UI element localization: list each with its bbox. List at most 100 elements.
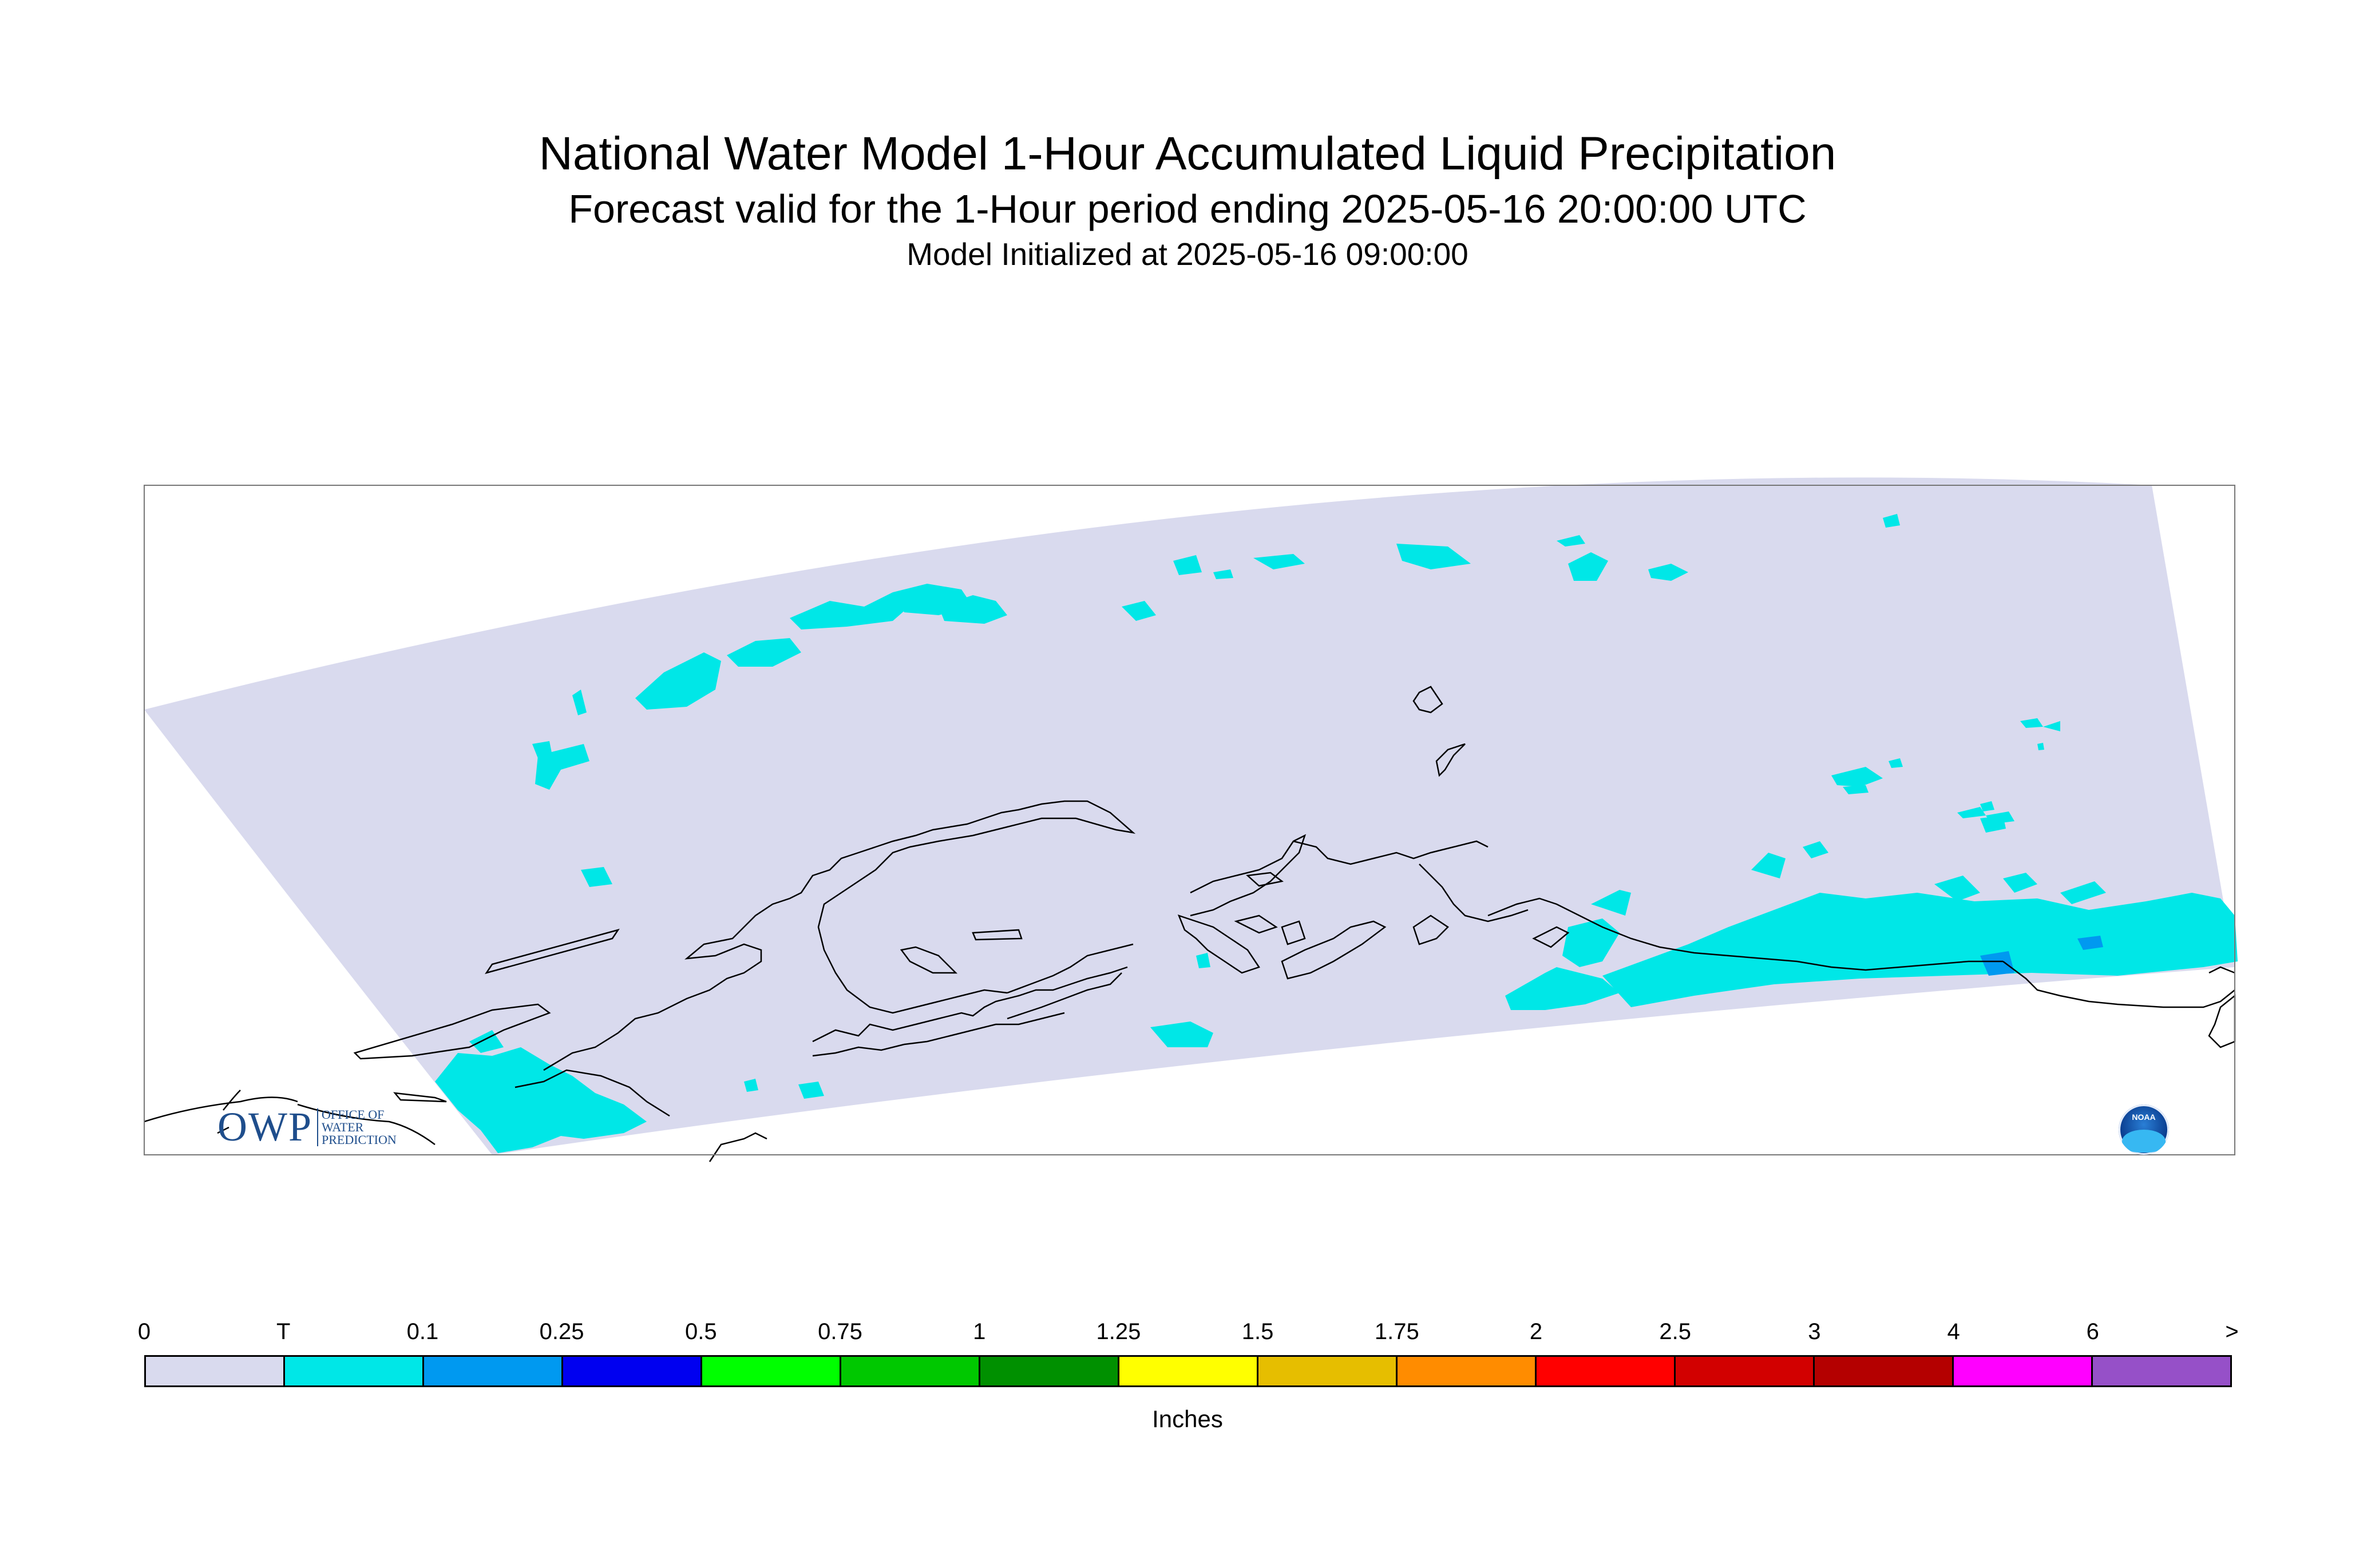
legend-tick-label: 0.25 xyxy=(539,1319,584,1344)
coastline xyxy=(1007,943,1134,994)
precip-area xyxy=(1980,951,2014,976)
map-subtitle-init-time: Model Initialized at 2025-05-16 09:00:00 xyxy=(907,236,1468,272)
precip-area xyxy=(2060,881,2106,904)
precip-area xyxy=(1150,1021,1213,1047)
legend-tick-label: 1.25 xyxy=(1096,1319,1141,1344)
coastline xyxy=(1246,872,1284,887)
legend-swatch xyxy=(1815,1357,1954,1385)
legend-tick-label: 0.75 xyxy=(818,1319,862,1344)
coastline xyxy=(1419,864,1529,922)
legend-tick-label: 4 xyxy=(1947,1319,1960,1344)
legend-tick-label: 1.5 xyxy=(1241,1319,1274,1344)
precip-area xyxy=(1934,876,1980,901)
legend-swatch xyxy=(702,1357,841,1385)
precip-area xyxy=(1648,564,1688,581)
legend-tick-label: 1.75 xyxy=(1374,1319,1419,1344)
precip-area xyxy=(2020,718,2043,728)
precip-area xyxy=(1396,544,1471,569)
precip-01-areas xyxy=(1980,936,2103,976)
legend-swatch xyxy=(1954,1357,2093,1385)
coastline xyxy=(2208,966,2235,974)
owp-logo: OWP OFFICE OF WATER PREDICTION xyxy=(217,1103,397,1151)
coastline xyxy=(1281,920,1306,945)
legend-swatch xyxy=(1119,1357,1258,1385)
coastline xyxy=(900,946,958,974)
coastline xyxy=(514,1069,670,1117)
precip-trace-areas xyxy=(435,514,2238,1153)
legend-tick-label: 0.5 xyxy=(684,1319,717,1344)
precip-area xyxy=(535,744,589,790)
legend-swatch xyxy=(841,1357,980,1385)
legend-swatch xyxy=(1537,1357,1676,1385)
legend-tick-label: 3 xyxy=(1808,1319,1821,1344)
coastline xyxy=(297,1103,436,1146)
precip-area xyxy=(1557,535,1585,547)
coastlines xyxy=(144,686,2236,1162)
owp-logo-mark: OWP xyxy=(217,1104,312,1150)
legend-swatch xyxy=(2093,1357,2230,1385)
coastline xyxy=(2002,961,2235,1008)
legend-swatch xyxy=(1398,1357,1537,1385)
precip-area xyxy=(744,1079,758,1092)
precip-area xyxy=(1831,767,1883,787)
legend-swatch xyxy=(146,1357,285,1385)
coastline xyxy=(812,1012,1065,1057)
precip-area xyxy=(939,595,1007,624)
coastline xyxy=(144,1096,298,1123)
coastline xyxy=(1281,920,1387,980)
precip-area xyxy=(1751,853,1786,878)
precip-area xyxy=(1173,555,1202,575)
precip-area xyxy=(1803,841,1828,858)
precip-area xyxy=(1980,801,1994,811)
precip-area xyxy=(1957,807,1986,818)
precip-area xyxy=(1602,893,2238,1007)
coastline xyxy=(1435,743,1466,777)
precip-area xyxy=(1562,918,1620,967)
legend-swatch xyxy=(563,1357,702,1385)
coastline xyxy=(485,928,620,975)
legend-tick-label: 0.1 xyxy=(406,1319,439,1344)
noaa-logo-mark: NOAA xyxy=(2132,1112,2156,1122)
precip-area xyxy=(1253,554,1305,569)
coastline xyxy=(812,966,1128,1043)
legend-tick-label: 0 xyxy=(137,1319,151,1344)
precip-area xyxy=(1568,552,1608,581)
legend-swatch xyxy=(285,1357,424,1385)
legend-tick-label: > xyxy=(2225,1319,2239,1344)
precip-area xyxy=(435,1047,647,1153)
precip-area xyxy=(1505,967,1620,1010)
legend-tick-label: 2 xyxy=(1529,1319,1543,1344)
noaa-logo: NOAA xyxy=(2119,1104,2169,1155)
legend-swatch xyxy=(980,1357,1119,1385)
coastline xyxy=(972,929,1023,941)
legend-swatch xyxy=(1258,1357,1398,1385)
coastline xyxy=(708,1132,767,1162)
legend-tick-label: T xyxy=(276,1319,291,1344)
coastline xyxy=(217,1090,241,1134)
map-title: National Water Model 1-Hour Accumulated … xyxy=(539,128,1836,180)
coastline xyxy=(543,800,1136,1071)
coastline xyxy=(1177,914,1260,974)
legend-swatch xyxy=(424,1357,563,1385)
precip-area xyxy=(581,867,612,887)
precip-area xyxy=(1122,601,1156,621)
precip-area xyxy=(1883,514,1900,528)
coastline xyxy=(1293,840,1489,865)
coastline xyxy=(1007,972,1122,1020)
precip-area xyxy=(798,1082,824,1099)
precip-area xyxy=(1213,569,1233,579)
coastline xyxy=(1412,686,1443,714)
precip-area xyxy=(1980,815,2006,833)
legend-tick-label: 2.5 xyxy=(1659,1319,1691,1344)
legend-color-bar xyxy=(144,1355,2232,1387)
precip-area xyxy=(2043,721,2060,731)
precip-area xyxy=(2037,743,2044,750)
coastline xyxy=(1412,914,1449,945)
precip-area xyxy=(1196,953,1210,968)
precip-area xyxy=(2003,873,2037,893)
precip-area xyxy=(635,652,721,710)
coastline xyxy=(393,1092,447,1103)
precip-area xyxy=(469,1030,504,1053)
precip-area xyxy=(727,638,801,667)
